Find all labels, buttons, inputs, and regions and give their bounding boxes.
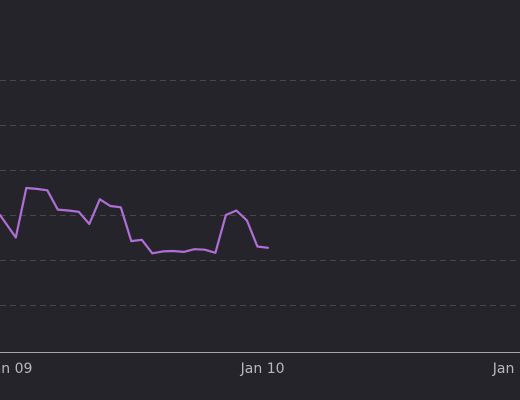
x-tick-label-2: Jan 11 (492, 361, 520, 377)
grid-layer (0, 80, 520, 306)
x-tick-label-0: Jan 09 (0, 361, 32, 377)
series-layer (0, 186, 269, 255)
x-tick-labels: Jan 09 Jan 10 Jan 11 (0, 361, 520, 377)
x-tick-label-1: Jan 10 (240, 361, 285, 377)
series-line-0 (0, 186, 269, 255)
